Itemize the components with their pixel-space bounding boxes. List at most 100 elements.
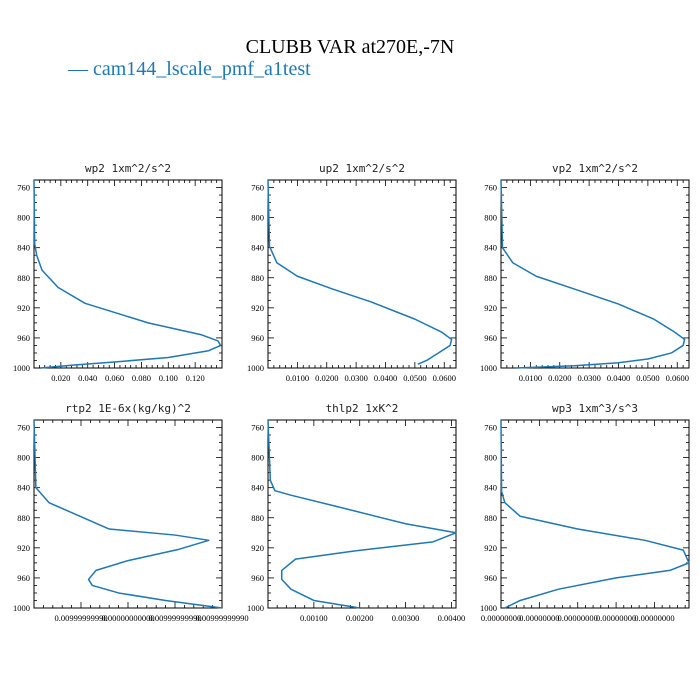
x-tick-label: 0.0500 — [636, 373, 659, 383]
series-line — [267, 419, 457, 609]
y-tick-label: 1000 — [13, 603, 30, 613]
panel-title: wp2 1xm^2/s^2 — [85, 162, 171, 175]
series-line — [33, 419, 223, 609]
y-tick-label: 840 — [251, 243, 264, 253]
y-tick-label: 960 — [484, 333, 497, 343]
y-tick-label: 920 — [17, 303, 30, 313]
y-tick-label: 920 — [251, 543, 264, 553]
y-tick-label: 880 — [484, 273, 497, 283]
plot-frame — [500, 419, 690, 609]
x-tick-label: 0.0100 — [286, 373, 309, 383]
x-tick-label: 0.0300 — [344, 373, 367, 383]
y-tick-label: 880 — [17, 273, 30, 283]
plot-frame — [33, 179, 223, 369]
y-tick-label: 800 — [484, 453, 497, 463]
x-tick-label: 0.00000000 — [481, 613, 521, 623]
x-tick-label: 0.0400 — [374, 373, 397, 383]
y-tick-label: 840 — [251, 483, 264, 493]
panel-title: thlp2 1xK^2 — [326, 402, 399, 415]
y-tick-label: 800 — [251, 453, 264, 463]
legend: — cam144_lscale_pmf_a1test — [68, 58, 311, 81]
panel-3: vp2 1xm^2/s^2 760 800 840 880 920 960 1000 0.010… — [480, 162, 690, 383]
x-tick-label: 0.00000000 — [558, 613, 598, 623]
panel-5: thlp2 1xK^2 760 800 840 880 920 960 1000 0.00100… — [247, 402, 465, 623]
x-tick-label: 0.060 — [105, 373, 124, 383]
y-tick-label: 760 — [17, 423, 30, 433]
y-tick-label: 920 — [484, 543, 497, 553]
x-tick-label: 0.020 — [51, 373, 70, 383]
x-tick-label: 0.00999999990 — [195, 613, 248, 623]
y-tick-label: 920 — [251, 303, 264, 313]
x-tick-label: 0.00999999990 — [54, 613, 107, 623]
panel-title: up2 1xm^2/s^2 — [319, 162, 405, 175]
y-tick-label: 760 — [251, 423, 264, 433]
y-tick-label: 760 — [484, 423, 497, 433]
x-tick-label: 0.00000000 — [519, 613, 559, 623]
legend-line-marker: — — [68, 58, 93, 80]
y-tick-label: 880 — [484, 513, 497, 523]
plot-frame — [267, 179, 457, 369]
panel-title: wp3 1xm^3/s^3 — [552, 402, 638, 415]
panel-title: vp2 1xm^2/s^2 — [552, 162, 638, 175]
plot-frame — [33, 419, 223, 609]
y-tick-label: 920 — [484, 303, 497, 313]
x-tick-label: 0.00000000 — [596, 613, 636, 623]
y-tick-label: 1000 — [480, 603, 497, 613]
x-tick-label: 0.040 — [78, 373, 97, 383]
y-tick-label: 880 — [17, 513, 30, 523]
y-tick-label: 840 — [484, 483, 497, 493]
y-tick-label: 960 — [251, 573, 264, 583]
x-tick-label: 0.00200 — [346, 613, 374, 623]
x-tick-label: 0.0200 — [315, 373, 338, 383]
x-tick-label: 0.00300 — [392, 613, 420, 623]
y-tick-label: 1000 — [13, 363, 30, 373]
x-tick-label: 0.00999999990 — [148, 613, 201, 623]
series-line — [267, 179, 453, 365]
y-tick-label: 760 — [251, 183, 264, 193]
y-tick-label: 840 — [17, 483, 30, 493]
panel-title: rtp2 1E-6x(kg/kg)^2 — [65, 402, 191, 415]
series-line — [33, 179, 222, 369]
y-tick-label: 880 — [251, 273, 264, 283]
x-tick-label: 0.0200 — [548, 373, 571, 383]
legend-label: cam144_lscale_pmf_a1test — [93, 58, 311, 80]
figure-title: CLUBB VAR at270E,-7N — [245, 36, 455, 58]
x-tick-label: 0.0600 — [666, 373, 689, 383]
y-tick-label: 920 — [17, 543, 30, 553]
x-tick-label: 0.00000000 — [634, 613, 674, 623]
y-tick-label: 1000 — [480, 363, 497, 373]
series-line — [500, 419, 690, 609]
x-tick-label: 0.0100 — [519, 373, 542, 383]
x-tick-label: 0.120 — [186, 373, 205, 383]
x-tick-label: 0.00000000000 — [101, 613, 154, 623]
y-tick-label: 760 — [17, 183, 30, 193]
x-tick-label: 0.00100 — [300, 613, 328, 623]
y-tick-label: 960 — [251, 333, 264, 343]
x-tick-label: 0.00400 — [438, 613, 466, 623]
y-tick-label: 840 — [17, 243, 30, 253]
y-tick-label: 800 — [484, 213, 497, 223]
x-tick-label: 0.0400 — [607, 373, 630, 383]
series-line — [500, 179, 686, 369]
panel-4: rtp2 1E-6x(kg/kg)^2 760 800 840 880 920 960 100… — [13, 402, 249, 623]
panel-2: up2 1xm^2/s^2 760 800 840 880 920 960 1000 0.010… — [247, 162, 457, 383]
plot-frame — [267, 419, 457, 609]
y-tick-label: 960 — [17, 573, 30, 583]
y-tick-label: 960 — [484, 573, 497, 583]
y-tick-label: 760 — [484, 183, 497, 193]
y-tick-label: 800 — [17, 453, 30, 463]
plot-frame — [500, 179, 690, 369]
x-tick-label: 0.080 — [132, 373, 151, 383]
x-tick-label: 0.0600 — [433, 373, 456, 383]
x-tick-label: 0.0300 — [577, 373, 600, 383]
y-tick-label: 880 — [251, 513, 264, 523]
y-tick-label: 800 — [251, 213, 264, 223]
y-tick-label: 1000 — [247, 363, 264, 373]
y-tick-label: 960 — [17, 333, 30, 343]
y-tick-label: 800 — [17, 213, 30, 223]
y-tick-label: 1000 — [247, 603, 264, 613]
x-tick-label: 0.0500 — [403, 373, 426, 383]
panel-6: wp3 1xm^3/s^376080084088092096010000.000… — [480, 402, 690, 623]
x-tick-label: 0.100 — [159, 373, 178, 383]
